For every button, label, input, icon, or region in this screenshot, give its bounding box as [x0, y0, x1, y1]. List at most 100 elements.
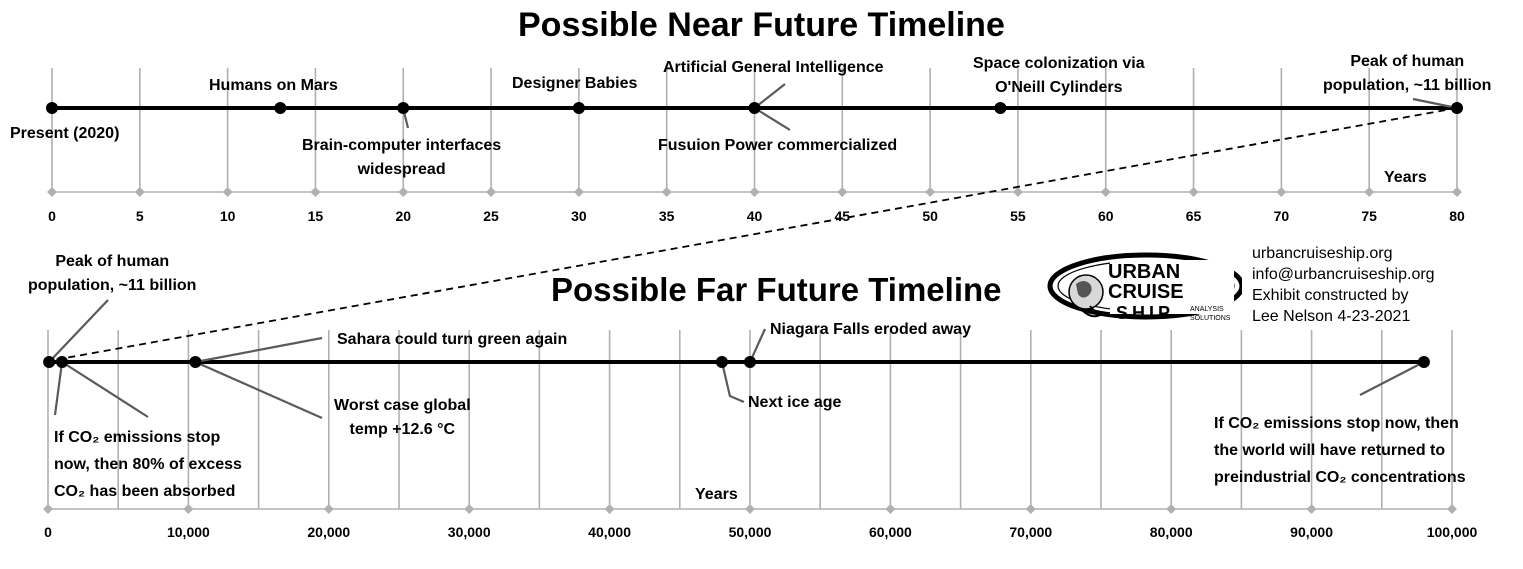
near-tick-marker [1452, 187, 1462, 197]
far-tick-label: 10,000 [167, 524, 210, 540]
near-tick-marker [1012, 187, 1023, 197]
near-tick-label: 60 [1098, 208, 1114, 224]
far-event-preindustrial-co2: If CO₂ emissions stop now, then the world… [1214, 415, 1466, 486]
far-tick-marker [1025, 504, 1036, 514]
near-leader-peak [1412, 97, 1458, 110]
near-tick-label: 0 [48, 208, 56, 224]
near-event-agi: Artificial General Intelligence [663, 59, 884, 76]
near-tick-label: 30 [571, 208, 587, 224]
near-tick-label: 10 [220, 208, 236, 224]
far-tick-label: 30,000 [448, 524, 491, 540]
far-tick-label: 40,000 [588, 524, 631, 540]
far-tick-marker [464, 504, 475, 514]
far-leader-co2-b [61, 361, 149, 418]
far-tick-marker [323, 504, 334, 514]
far-event-worst-case-temp: Worst case global temp +12.6 °C [334, 397, 471, 438]
far-event-dot [715, 356, 728, 368]
near-event-space-colonization: Space colonization via O'Neill Cylinders [973, 55, 1145, 96]
far-tick-label: 20,000 [307, 524, 350, 540]
far-event-dot [189, 356, 202, 368]
far-years-unit-label: Years [695, 486, 738, 503]
near-event-dot [397, 102, 410, 114]
near-event-brain-computer-interfaces: Brain-computer interfaces widespread [302, 137, 502, 178]
far-tick-marker [885, 504, 896, 514]
far-leader-niagara [748, 328, 767, 363]
far-leader-worst-case [194, 360, 323, 420]
far-event-niagara-falls: Niagara Falls eroded away [770, 321, 971, 338]
near-tick-label: 75 [1361, 208, 1377, 224]
near-event-fusion-power: Fusuion Power commercialized [658, 137, 898, 154]
far-tick-label: 50,000 [729, 524, 772, 540]
near-tick-marker [222, 187, 233, 197]
near-tick-label: 25 [483, 208, 499, 224]
near-event-dot [274, 102, 287, 114]
near-tick-label: 20 [395, 208, 411, 224]
near-tick-label: 55 [1010, 208, 1026, 224]
near-tick-label: 5 [136, 208, 144, 224]
near-tick-marker [749, 187, 760, 197]
urban-cruise-ship-logo: URBAN CRUISE SHIP ANALYSIS SOLUTIONS [1047, 252, 1242, 323]
near-event-dot [994, 102, 1007, 114]
near-tick-marker [47, 187, 57, 197]
near-event-dot [46, 102, 58, 114]
svg-text:CRUISE: CRUISE [1108, 281, 1184, 303]
svg-text:SHIP: SHIP [1116, 303, 1174, 323]
author-date-text: Lee Nelson 4-23-2021 [1252, 308, 1411, 325]
near-tick-marker [837, 187, 848, 197]
near-tick-label: 65 [1186, 208, 1202, 224]
near-tick-marker [1364, 187, 1375, 197]
near-tick-label: 80 [1449, 208, 1465, 224]
far-tick-marker [43, 504, 53, 514]
near-tick-label: 35 [659, 208, 675, 224]
far-event-next-ice-age: Next ice age [748, 394, 842, 411]
far-leader-preindustrial [1359, 361, 1425, 396]
near-leader-fusion [753, 107, 791, 131]
far-tick-label: 90,000 [1290, 524, 1333, 540]
far-tick-marker [1447, 504, 1457, 514]
email-text: info@urbancruiseship.org [1252, 266, 1435, 283]
near-tick-marker [573, 187, 584, 197]
svg-text:ANALYSIS: ANALYSIS [1190, 306, 1224, 313]
far-tick-marker [183, 504, 194, 514]
far-tick-marker [1306, 504, 1317, 514]
near-years-unit-label: Years [1384, 169, 1427, 186]
near-tick-marker [1100, 187, 1111, 197]
far-tick-marker [604, 504, 615, 514]
near-event-peak-population: Peak of human population, ~11 billion [1323, 53, 1492, 94]
near-tick-label: 70 [1274, 208, 1290, 224]
credits-block: urbancruiseship.org info@urbancruiseship… [1252, 243, 1435, 327]
near-tick-label: 15 [308, 208, 324, 224]
far-tick-label: 0 [44, 524, 52, 540]
far-event-dot [43, 356, 56, 368]
near-event-present: Present (2020) [10, 125, 120, 142]
near-timeline-title: Possible Near Future Timeline [518, 6, 1005, 44]
far-event-sahara-green: Sahara could turn green again [337, 331, 568, 348]
far-tick-label: 70,000 [1009, 524, 1052, 540]
far-leader-peak [48, 299, 109, 363]
near-tick-marker [134, 187, 145, 197]
near-tick-label: 40 [747, 208, 763, 224]
svg-text:SOLUTIONS: SOLUTIONS [1190, 315, 1231, 322]
near-event-humans-on-mars: Humans on Mars [209, 77, 338, 94]
near-tick-label: 50 [922, 208, 938, 224]
far-event-dot [744, 356, 756, 368]
far-tick-label: 80,000 [1150, 524, 1193, 540]
far-leader-ice-age [720, 361, 745, 404]
far-timeline-title: Possible Far Future Timeline [551, 271, 1002, 308]
near-leader-agi [753, 83, 786, 109]
near-tick-marker [925, 187, 936, 197]
far-tick-label: 100,000 [1427, 524, 1478, 540]
far-leader-sahara [195, 336, 323, 364]
near-tick-marker [398, 187, 409, 197]
near-event-dot [572, 102, 585, 114]
near-tick-marker [1276, 187, 1287, 197]
constructed-by-text: Exhibit constructed by [1252, 287, 1409, 304]
website-text: urbancruiseship.org [1252, 245, 1393, 262]
far-tick-marker [745, 504, 755, 514]
far-leader-co2-a [53, 361, 64, 416]
far-tick-label: 60,000 [869, 524, 912, 540]
svg-text:URBAN: URBAN [1108, 261, 1180, 283]
near-event-designer-babies: Designer Babies [512, 75, 638, 92]
